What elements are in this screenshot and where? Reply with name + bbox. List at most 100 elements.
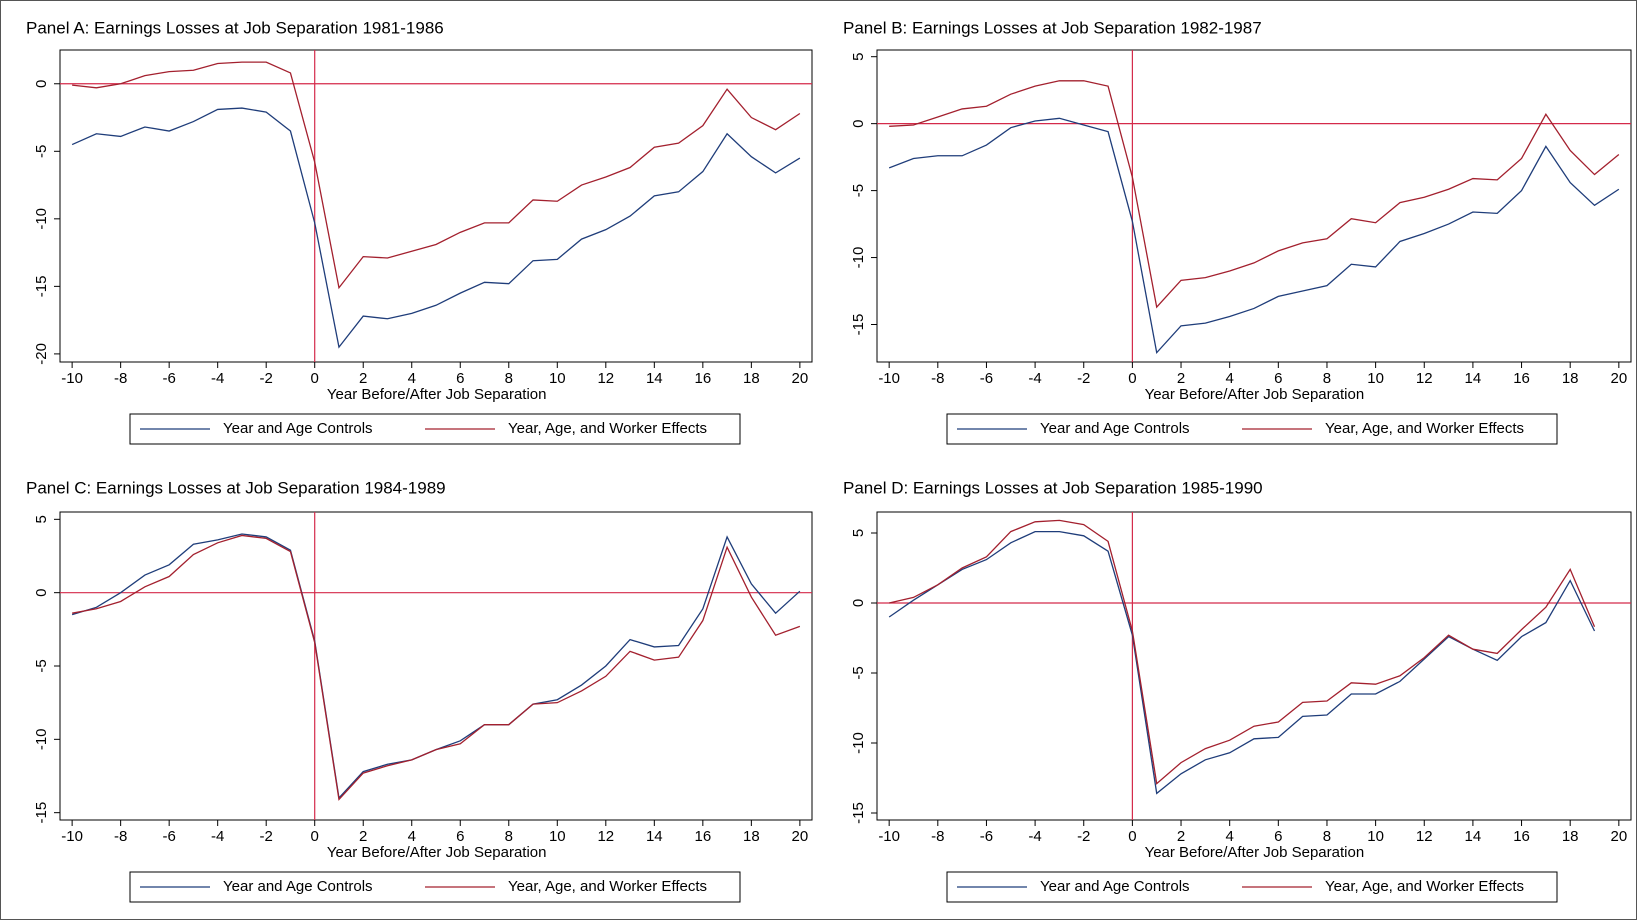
plot-frame (59, 49, 813, 363)
x-tick-label: 20 (792, 370, 809, 387)
y-tick-label: -10 (33, 208, 50, 230)
x-tick-label: 10 (1367, 828, 1384, 845)
x-tick-label: -2 (260, 370, 273, 387)
y-tick-label: -5 (850, 666, 867, 679)
x-axis-label: Year Before/After Job Separation (327, 386, 547, 403)
x-tick-label: 16 (694, 370, 711, 387)
x-tick-label: 18 (1562, 828, 1579, 845)
series-line (888, 530, 1596, 795)
x-tick-label: 12 (597, 370, 614, 387)
x-tick-label: 2 (359, 828, 367, 845)
x-tick-label: -2 (260, 828, 273, 845)
y-tick-label: 0 (850, 599, 867, 607)
legend-label: Year, Age, and Worker Effects (508, 420, 707, 437)
x-tick-label: -4 (1028, 828, 1041, 845)
x-tick-label: 2 (1177, 828, 1185, 845)
x-tick-label: 4 (408, 370, 416, 387)
x-tick-label: 6 (456, 370, 464, 387)
x-tick-label: -2 (1077, 370, 1090, 387)
x-tick-label: 12 (1416, 370, 1433, 387)
x-tick-label: -10 (61, 828, 83, 845)
x-tick-label: 14 (646, 370, 663, 387)
legend-label: Year and Age Controls (1040, 420, 1190, 437)
y-tick-label: -20 (33, 343, 50, 365)
y-tick-label: 0 (850, 119, 867, 127)
x-tick-label: 6 (1274, 828, 1282, 845)
series-line (72, 534, 801, 801)
x-tick-label: 12 (1416, 828, 1433, 845)
y-tick-label: -10 (850, 247, 867, 269)
plot-frame (59, 511, 813, 821)
x-tick-label: 20 (1610, 370, 1627, 387)
y-tick-label: 5 (850, 529, 867, 537)
x-tick-label: 18 (743, 370, 760, 387)
series-line (71, 107, 801, 349)
x-tick-label: 8 (505, 828, 513, 845)
series-line (889, 80, 1620, 309)
x-tick-label: 6 (1274, 370, 1282, 387)
legend-label: Year and Age Controls (223, 420, 373, 437)
series-line (888, 117, 1620, 355)
x-tick-label: -6 (162, 828, 175, 845)
legend-label: Year, Age, and Worker Effects (1325, 420, 1524, 437)
x-tick-label: 8 (1323, 370, 1331, 387)
legend-label: Year and Age Controls (223, 878, 373, 895)
x-tick-label: -6 (162, 370, 175, 387)
x-tick-label: 18 (743, 828, 760, 845)
x-tick-label: -4 (211, 828, 224, 845)
x-tick-label: 16 (1513, 370, 1530, 387)
x-tick-label: 0 (1128, 828, 1136, 845)
x-tick-label: 6 (456, 828, 464, 845)
y-tick-label: -15 (850, 802, 867, 824)
y-tick-label: 0 (33, 80, 50, 88)
x-tick-label: 0 (311, 370, 319, 387)
x-tick-label: 20 (792, 828, 809, 845)
x-tick-label: 10 (549, 828, 566, 845)
x-tick-label: -2 (1077, 828, 1090, 845)
x-axis-label: Year Before/After Job Separation (327, 844, 547, 861)
plot-frame (876, 511, 1632, 821)
x-tick-label: 2 (1177, 370, 1185, 387)
x-tick-label: 10 (549, 370, 566, 387)
x-tick-label: -8 (931, 370, 944, 387)
chart-title: Panel A: Earnings Losses at Job Separati… (26, 18, 444, 37)
x-tick-label: 18 (1562, 370, 1579, 387)
x-tick-label: 0 (1128, 370, 1136, 387)
x-tick-label: 2 (359, 370, 367, 387)
x-tick-label: -6 (980, 370, 993, 387)
x-tick-label: -4 (1028, 370, 1041, 387)
x-tick-label: -4 (211, 370, 224, 387)
y-tick-label: -5 (850, 184, 867, 197)
x-tick-label: 14 (1465, 370, 1482, 387)
chart-title: Panel D: Earnings Losses at Job Separati… (843, 478, 1263, 497)
x-tick-label: -10 (61, 370, 83, 387)
x-axis-label: Year Before/After Job Separation (1145, 386, 1365, 403)
plot-frame (876, 49, 1632, 363)
x-tick-label: 4 (1226, 370, 1234, 387)
y-tick-label: -10 (850, 732, 867, 754)
x-tick-label: -8 (931, 828, 944, 845)
y-tick-label: -15 (33, 276, 50, 298)
y-tick-label: 5 (33, 515, 50, 523)
y-tick-label: 0 (33, 588, 50, 596)
chart-title: Panel C: Earnings Losses at Job Separati… (26, 478, 446, 497)
x-tick-label: 4 (408, 828, 416, 845)
x-tick-label: 12 (597, 828, 614, 845)
y-tick-label: 5 (850, 53, 867, 61)
x-tick-label: -10 (878, 828, 900, 845)
series-line (72, 61, 801, 290)
legend-label: Year, Age, and Worker Effects (1325, 878, 1524, 895)
series-line (889, 519, 1596, 785)
x-tick-label: -6 (980, 828, 993, 845)
x-tick-label: 20 (1610, 828, 1627, 845)
x-tick-label: -10 (878, 370, 900, 387)
x-tick-label: 10 (1367, 370, 1384, 387)
x-tick-label: 0 (311, 828, 319, 845)
legend-label: Year, Age, and Worker Effects (508, 878, 707, 895)
legend-box (946, 413, 1558, 445)
x-tick-label: -8 (114, 370, 127, 387)
x-tick-label: 16 (1513, 828, 1530, 845)
x-tick-label: 4 (1226, 828, 1234, 845)
y-tick-label: -15 (33, 802, 50, 824)
